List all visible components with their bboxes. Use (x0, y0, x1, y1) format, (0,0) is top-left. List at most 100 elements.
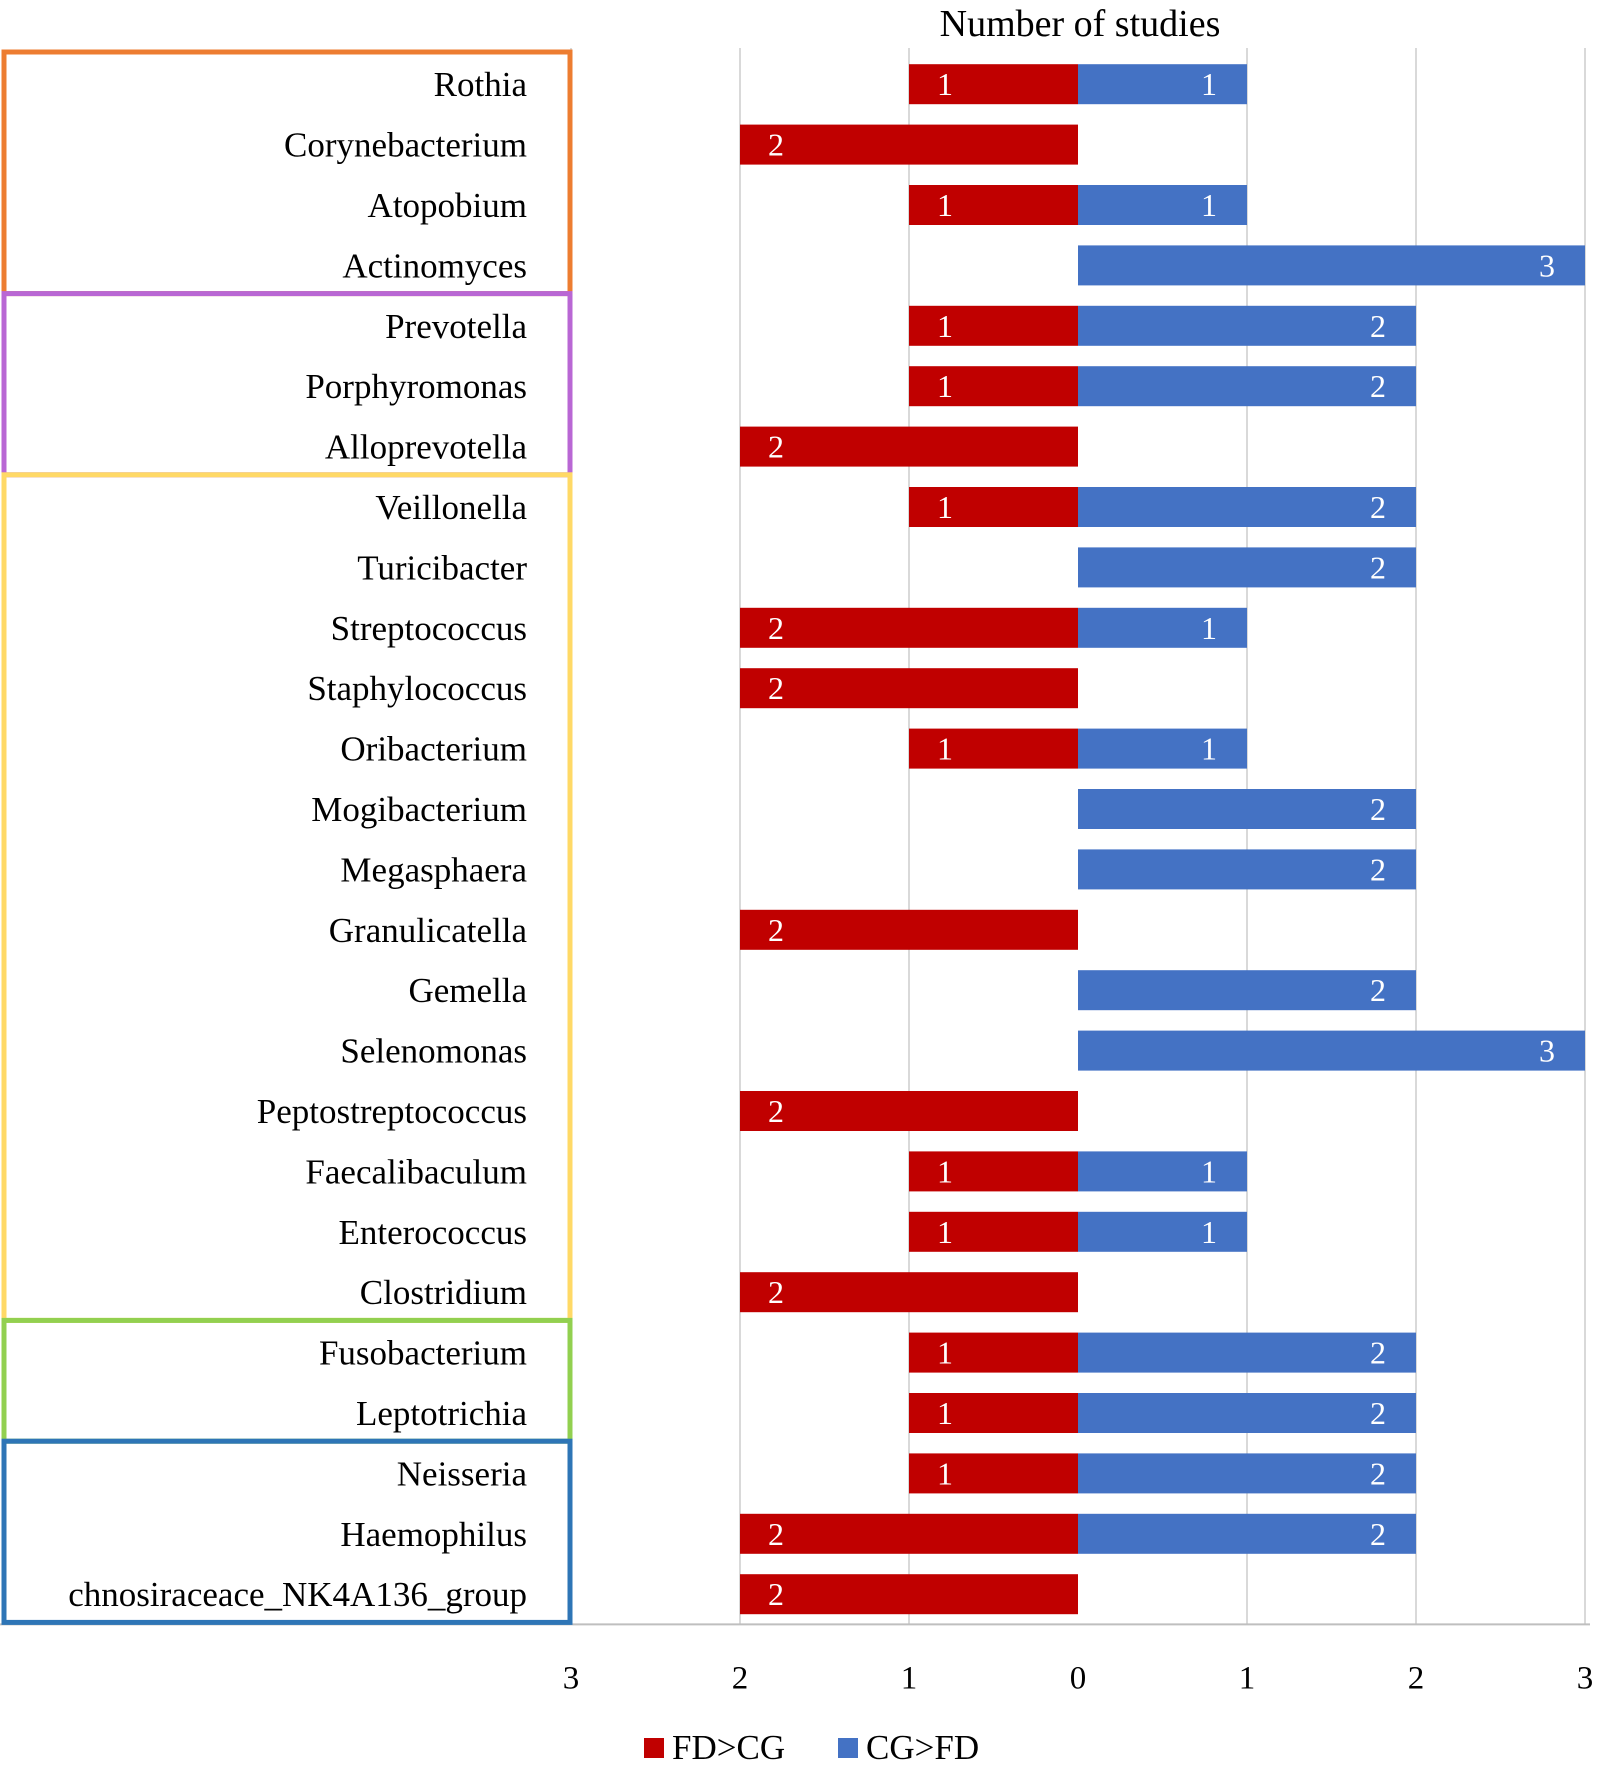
bar-cg-gt-fd (1078, 1453, 1416, 1494)
bar-value-label: 1 (937, 308, 953, 344)
category-label: chnosiraceace_NK4A136_group (68, 1575, 527, 1614)
bar-value-label: 1 (1201, 187, 1217, 223)
bar-value-label: 2 (768, 429, 784, 465)
legend-swatch (838, 1738, 858, 1758)
bar-fd-gt-cg (740, 668, 1078, 709)
bar-cg-gt-fd (1078, 607, 1247, 648)
chart-title: Number of studies (940, 3, 1221, 45)
category-label: Actinomyces (342, 246, 527, 285)
bar-fd-gt-cg (740, 909, 1078, 950)
x-tick-label: 1 (1239, 1660, 1256, 1696)
bar-cg-gt-fd (1078, 547, 1416, 588)
category-label: Veillonella (375, 488, 527, 527)
bar-cg-gt-fd (1078, 728, 1247, 769)
bar-fd-gt-cg (740, 426, 1078, 467)
bar-value-label: 1 (1201, 1153, 1217, 1189)
category-label: Corynebacterium (284, 126, 527, 165)
category-label: Haemophilus (340, 1515, 527, 1554)
bar-value-label: 1 (937, 489, 953, 525)
bar-fd-gt-cg (909, 1211, 1078, 1252)
category-label: Granulicatella (329, 911, 528, 950)
bar-value-label: 1 (1201, 66, 1217, 102)
bar-cg-gt-fd (1078, 185, 1247, 225)
bar-fd-gt-cg (740, 1272, 1078, 1313)
bar-fd-gt-cg (909, 1151, 1078, 1192)
bars: 1 2 1 1 1 2 1 2 2 1 2 2 1 1 2 1 1 1 2 2 1 1 3 2 2 2 2 1 1 2 2 2 3 1 1 2 2 2 2 (740, 64, 1585, 1615)
category-label: Gemella (408, 971, 527, 1010)
category-label: Faecalibaculum (305, 1152, 527, 1191)
legend: FD>CG CG>FD (644, 1728, 979, 1767)
bar-cg-gt-fd (1078, 366, 1416, 407)
bar-fd-gt-cg (909, 1453, 1078, 1494)
bar-value-label: 3 (1539, 1033, 1555, 1069)
bar-cg-gt-fd (1078, 1151, 1247, 1192)
category-label: Streptococcus (331, 609, 527, 648)
category-label: Peptostreptococcus (257, 1092, 527, 1131)
bar-value-label: 1 (937, 187, 953, 223)
category-label: Staphylococcus (307, 669, 527, 708)
bar-value-label: 2 (768, 127, 784, 163)
x-tick-label: 1 (901, 1660, 918, 1696)
category-group-boxes (1, 49, 573, 1625)
bar-value-label: 1 (1201, 1214, 1217, 1250)
bar-value-label: 2 (1370, 489, 1386, 525)
bar-fd-gt-cg (909, 728, 1078, 769)
category-label: Clostridium (360, 1273, 527, 1312)
bar-value-label: 1 (937, 66, 953, 102)
x-tick-label: 2 (732, 1660, 749, 1696)
legend-label: CG>FD (866, 1728, 979, 1767)
category-label: Mogibacterium (311, 790, 527, 829)
bar-value-label: 1 (937, 1395, 953, 1431)
bar-fd-gt-cg (740, 607, 1078, 648)
category-label: Alloprevotella (325, 428, 528, 467)
category-label: Turicibacter (357, 548, 527, 587)
bar-cg-gt-fd (1078, 245, 1585, 286)
bar-cg-gt-fd (1078, 849, 1416, 890)
bar-value-label: 1 (1201, 731, 1217, 767)
legend-swatch (644, 1738, 664, 1758)
bar-cg-gt-fd (1078, 64, 1247, 105)
bar-value-label: 1 (937, 1455, 953, 1491)
bar-value-label: 2 (1370, 549, 1386, 585)
bar-fd-gt-cg (909, 185, 1078, 225)
bar-value-label: 1 (937, 1214, 953, 1250)
bar-value-label: 1 (937, 1153, 953, 1189)
bar-value-label: 3 (1539, 247, 1555, 283)
bar-value-label: 2 (1370, 1455, 1386, 1491)
bar-cg-gt-fd (1078, 1211, 1247, 1252)
category-label: Enterococcus (338, 1213, 527, 1252)
bar-fd-gt-cg (740, 1513, 1078, 1554)
bar-value-label: 1 (937, 731, 953, 767)
bar-value-label: 1 (937, 1335, 953, 1371)
bar-value-label: 2 (1370, 308, 1386, 344)
bar-fd-gt-cg (909, 487, 1078, 527)
bar-cg-gt-fd (1078, 789, 1416, 829)
category-label: Selenomonas (340, 1032, 527, 1071)
bar-value-label: 2 (768, 1576, 784, 1612)
category-label: Megasphaera (340, 850, 527, 889)
bar-fd-gt-cg (740, 124, 1078, 165)
bar-cg-gt-fd (1078, 487, 1416, 527)
category-label: Neisseria (397, 1454, 528, 1493)
bar-value-label: 2 (768, 610, 784, 646)
bar-cg-gt-fd (1078, 305, 1416, 346)
bar-fd-gt-cg (909, 64, 1078, 105)
bar-fd-gt-cg (909, 1332, 1078, 1373)
x-tick-label: 3 (563, 1660, 580, 1696)
category-label: Prevotella (385, 307, 527, 346)
x-tick-label: 2 (1408, 1660, 1425, 1696)
bar-fd-gt-cg (740, 1091, 1078, 1131)
bar-value-label: 2 (768, 1516, 784, 1552)
bar-fd-gt-cg (740, 1574, 1078, 1615)
bar-value-label: 2 (768, 1274, 784, 1310)
bar-value-label: 1 (937, 368, 953, 404)
bar-cg-gt-fd (1078, 1513, 1416, 1554)
bar-cg-gt-fd (1078, 1332, 1416, 1373)
group-box (1, 1438, 573, 1625)
legend-label: FD>CG (672, 1728, 785, 1767)
bar-value-label: 2 (1370, 972, 1386, 1008)
bar-value-label: 2 (1370, 1335, 1386, 1371)
bar-fd-gt-cg (909, 305, 1078, 346)
bar-value-label: 2 (1370, 851, 1386, 887)
